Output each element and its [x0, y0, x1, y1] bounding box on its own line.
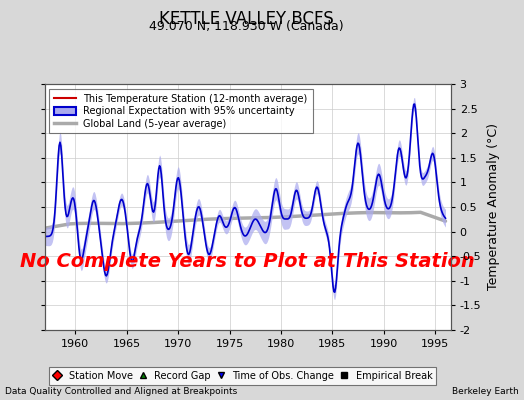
- Y-axis label: Temperature Anomaly (°C): Temperature Anomaly (°C): [487, 124, 500, 290]
- Text: KETTLE VALLEY BCFS: KETTLE VALLEY BCFS: [159, 10, 334, 28]
- Legend: Station Move, Record Gap, Time of Obs. Change, Empirical Break: Station Move, Record Gap, Time of Obs. C…: [49, 367, 436, 385]
- Text: No Complete Years to Plot at This Station: No Complete Years to Plot at This Statio…: [20, 252, 475, 271]
- Text: 49.070 N, 118.930 W (Canada): 49.070 N, 118.930 W (Canada): [149, 20, 344, 33]
- Text: Berkeley Earth: Berkeley Earth: [452, 387, 519, 396]
- Text: Data Quality Controlled and Aligned at Breakpoints: Data Quality Controlled and Aligned at B…: [5, 387, 237, 396]
